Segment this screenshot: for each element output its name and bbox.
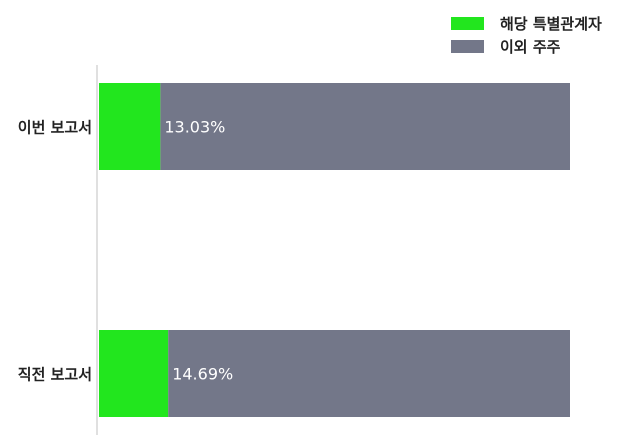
legend-swatch (451, 17, 484, 30)
category-label: 직전 보고서 (18, 366, 92, 384)
bar-segment-related-party (99, 330, 169, 417)
legend-item-other-shareholders: 이외 주주 (451, 35, 602, 58)
legend-item-related-party: 해당 특별관계자 (451, 12, 602, 35)
data-label: 13.03% (164, 118, 225, 137)
legend-label: 이외 주주 (500, 38, 561, 56)
bar-segment-related-party (99, 83, 161, 170)
category-label: 이번 보고서 (18, 119, 92, 137)
data-label: 14.69% (172, 365, 233, 384)
legend-swatch (451, 40, 484, 53)
bar-segment-other-shareholders (168, 330, 571, 417)
legend: 해당 특별관계자 이외 주주 (451, 12, 602, 58)
bar-segment-other-shareholders (160, 83, 570, 170)
legend-label: 해당 특별관계자 (500, 15, 602, 33)
